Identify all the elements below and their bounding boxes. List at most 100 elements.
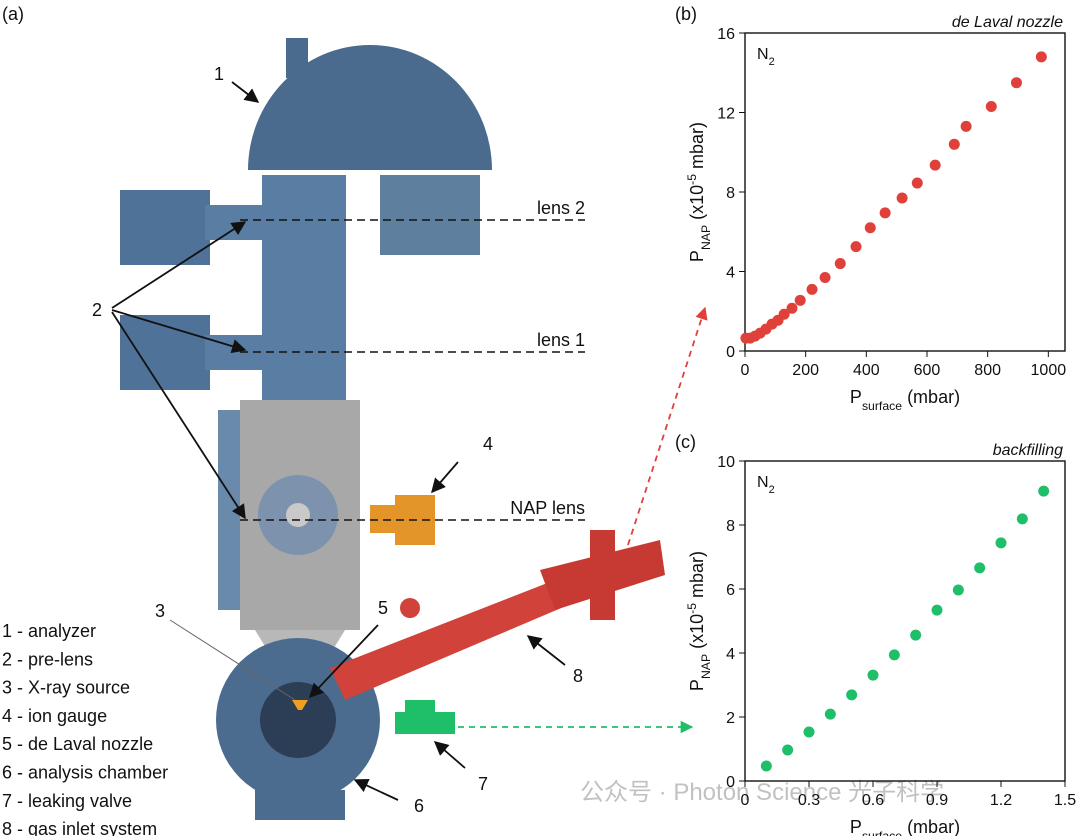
label-part: P [850,387,862,407]
lens-label: NAP lens [510,498,585,518]
label-part: N [757,46,769,63]
label-part: (mbar) [902,387,960,407]
legend-item: 4 - ion gauge [2,706,107,726]
point [952,584,964,596]
x-tick-label: 1.2 [990,792,1012,809]
point [819,271,831,283]
x-tick-label: 0.3 [798,792,820,809]
arrow [231,81,260,103]
lens-lines [240,219,585,521]
x-tick-label: 0 [741,792,750,809]
label-part: (x10 [687,185,707,225]
x-tick-label: 600 [914,362,941,379]
arrow [526,635,566,666]
y-tick-label: 16 [717,26,735,43]
point [931,604,943,616]
label-part: NAP [699,225,713,250]
point [824,708,836,720]
gas-inlet-arm [330,580,580,700]
point [834,258,846,270]
legend-item: 3 - X-ray source [2,678,130,698]
panel-label: (a) [2,4,24,24]
chart-title: de Laval nozzle [952,14,1063,31]
instrument-drawing [120,38,665,820]
x-tick-label: 1000 [1031,362,1067,379]
label-part: P [850,817,862,836]
label-part: mbar) [687,122,707,174]
point [911,177,923,189]
y-tick-label: 4 [726,265,735,282]
port [286,38,308,78]
annotation: N2 [757,46,775,68]
label-part: surface [862,399,902,413]
y-tick-label: 0 [726,774,735,791]
pre-lens-flange [120,190,210,265]
point [850,241,862,253]
point [864,222,876,234]
label-part: (x10 [687,614,707,654]
label-part: (mbar) [902,817,960,836]
label-part: mbar) [687,551,707,603]
x-tick-label: 0.6 [862,792,884,809]
x-tick-label: 800 [974,362,1001,379]
legend-item: 6 - analysis chamber [2,763,168,783]
label-part: P [687,679,707,691]
point [896,192,908,204]
point [1016,513,1028,525]
lens-block [380,175,480,255]
arrow [111,221,247,309]
y-tick-label: 8 [726,185,735,202]
point [1010,77,1022,89]
callout: 2 [92,300,102,320]
point [985,101,997,113]
point [888,649,900,661]
point [782,744,794,756]
point [760,760,772,772]
x-tick-label: 0 [741,362,750,379]
point [803,726,815,738]
arrow [353,778,399,801]
label-part: -5 [685,174,699,185]
aperture-hole [286,503,310,527]
point [974,562,986,574]
point [995,537,1007,549]
y-tick-label: 0 [726,344,735,361]
point [1035,51,1047,63]
point [846,689,858,701]
plot-frame [744,460,1066,782]
lens-label: lens 1 [537,330,585,350]
leader [169,619,296,701]
point [929,159,941,171]
point [910,629,922,641]
y-tick-label: 8 [726,518,735,535]
point [794,294,806,306]
callout: 3 [155,601,165,621]
arrow [111,311,246,520]
arrow [309,624,379,699]
legend: 1 - analyzer 2 - pre-lens 3 - X-ray source… [2,621,168,836]
flange [218,410,240,610]
legend-item: 1 - analyzer [2,621,96,641]
y-tick-label: 6 [726,582,735,599]
point [778,308,790,320]
legend-item: 8 - gas inlet system [2,819,157,836]
chart-title: backfilling [993,442,1063,459]
legend-item: 7 - leaking valve [2,791,132,811]
label-part: 2 [769,484,775,496]
annotation: N2 [757,474,775,496]
x-tick-label: 400 [853,362,880,379]
leak-valve [405,700,435,712]
x-axis-label: Psurface (mbar) [850,387,960,413]
point [806,283,818,295]
label-part: -5 [685,603,699,614]
arrow [433,741,466,769]
callout: 5 [378,598,388,618]
x-axis-label: Psurface (mbar) [850,817,960,836]
callout: 4 [483,434,493,454]
point [948,138,960,150]
y-tick-label: 2 [726,710,735,727]
lens-label: lens 2 [537,198,585,218]
chamber-window [260,682,336,758]
pre-lens-flange [120,315,210,390]
